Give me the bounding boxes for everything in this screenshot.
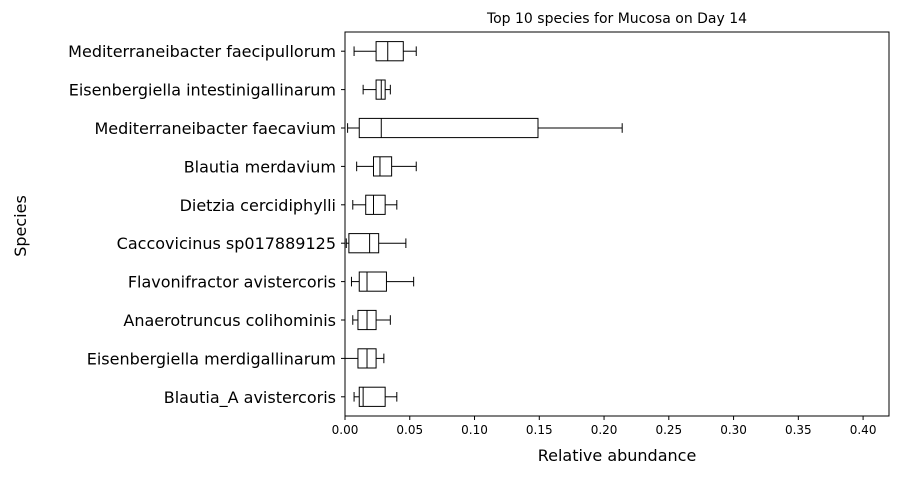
y-tick-label: Mediterraneibacter faecipullorum (68, 42, 336, 61)
y-tick-label: Blautia merdavium (184, 157, 336, 176)
x-tick-label: 0.40 (850, 423, 877, 437)
x-tick-label: 0.25 (655, 423, 682, 437)
y-tick-label: Dietzia cercidiphylli (180, 196, 336, 215)
y-tick-label: Flavonifractor avistercoris (128, 273, 336, 292)
box (365, 194, 386, 215)
y-tick-label: Eisenbergiella merdigallinarum (87, 349, 336, 368)
x-tick-label: 0.05 (396, 423, 423, 437)
y-axis-label: Species (11, 195, 30, 257)
box (358, 271, 387, 292)
box (375, 79, 386, 100)
box (372, 156, 393, 177)
y-tick-label: Eisenbergiella intestinigallinarum (69, 81, 336, 100)
x-tick-label: 0.00 (332, 423, 359, 437)
y-tick-label: Blautia_A avistercoris (164, 388, 336, 408)
chart-title: Top 10 species for Mucosa on Day 14 (486, 11, 747, 27)
box (358, 386, 386, 407)
y-tick-label: Caccovicinus sp017889125 (117, 234, 336, 253)
x-tick-label: 0.30 (720, 423, 747, 437)
box (348, 233, 380, 254)
x-axis-label: Relative abundance (538, 446, 697, 465)
plot-frame (344, 31, 890, 417)
x-tick-label: 0.35 (785, 423, 812, 437)
x-tick-label: 0.10 (461, 423, 488, 437)
box (375, 41, 404, 62)
y-tick-label: Anaerotruncus colihominis (123, 311, 336, 330)
y-tick-label: Mediterraneibacter faecavium (94, 119, 336, 138)
plot-area: 0.00 0.05 0.10 0.15 0.20 0.25 0.30 0.35 0.40 Medi… (68, 31, 890, 437)
x-tick-label: 0.15 (526, 423, 553, 437)
box (358, 117, 539, 139)
x-tick-label: 0.20 (591, 423, 618, 437)
